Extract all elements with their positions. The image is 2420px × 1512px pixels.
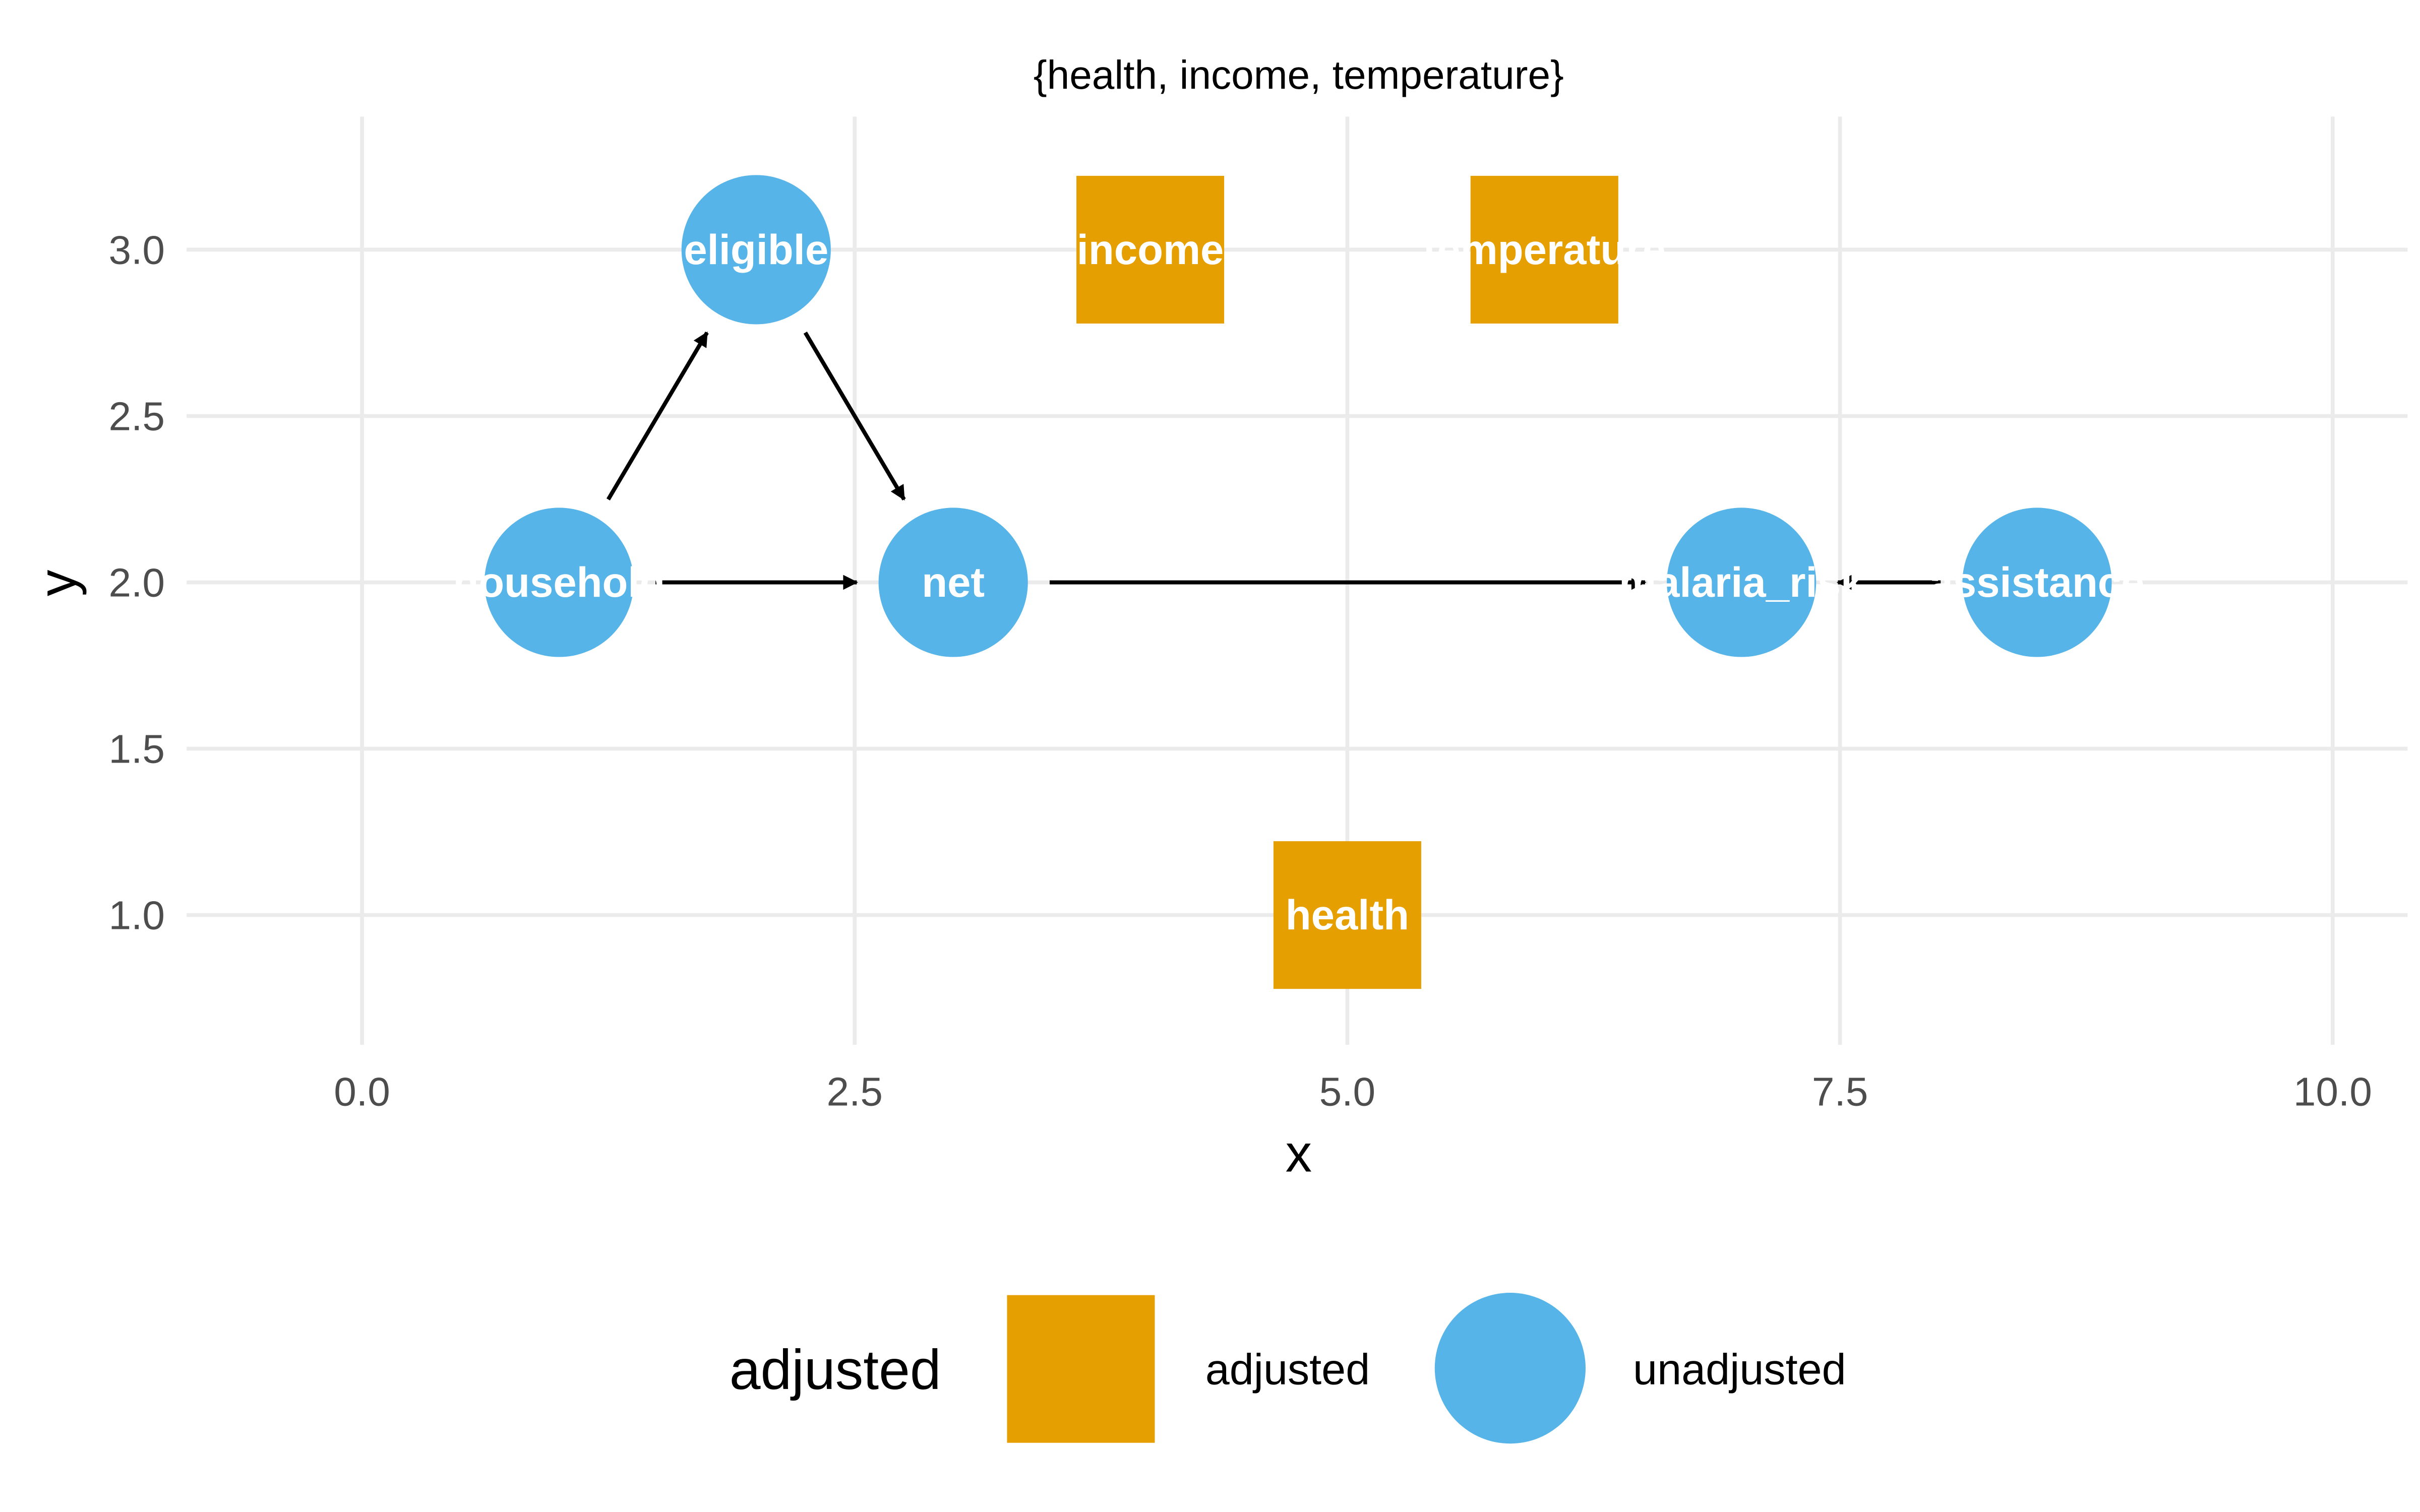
y-tick-label: 2.0 xyxy=(109,559,165,605)
legend-label: unadjusted xyxy=(1633,1346,1846,1394)
edges xyxy=(606,331,1941,590)
edge xyxy=(606,331,709,500)
x-tick-label: 7.5 xyxy=(1812,1069,1868,1114)
x-axis-title: x xyxy=(1286,1124,1312,1183)
legend: adjusted unadjusted xyxy=(1007,1293,1846,1444)
x-tick-label: 2.5 xyxy=(826,1069,882,1114)
node-label: malaria_risk xyxy=(1619,559,1864,606)
edge xyxy=(803,331,906,501)
x-tick-label: 0.0 xyxy=(334,1069,390,1114)
node-label: health xyxy=(1286,892,1409,938)
node-circle xyxy=(1962,508,2112,657)
x-tick-label: 10.0 xyxy=(2293,1069,2372,1114)
nodes xyxy=(484,175,2112,989)
y-tick-label: 1.0 xyxy=(109,893,165,938)
node-square xyxy=(1273,841,1421,989)
y-tick-label: 1.5 xyxy=(109,726,165,772)
x-tick-label: 5.0 xyxy=(1319,1069,1375,1114)
node-labels: household eligible net income temperature mal… xyxy=(453,226,2144,938)
legend-title: adjusted xyxy=(730,1338,941,1401)
y-tick-label: 3.0 xyxy=(109,227,165,272)
legend-swatch xyxy=(1434,1293,1586,1444)
legend-label: adjusted xyxy=(1205,1346,1370,1394)
node-square xyxy=(1076,175,1225,324)
y-tick-label: 2.5 xyxy=(109,393,165,438)
legend-swatch xyxy=(1007,1295,1155,1443)
chart-title: {health, income, temperature} xyxy=(1034,52,1564,97)
y-axis-title: y xyxy=(28,570,87,596)
node-label: net xyxy=(922,559,985,606)
node-circle xyxy=(681,175,831,325)
node-label: household xyxy=(453,559,665,606)
node-circle xyxy=(484,508,634,657)
node-label: income xyxy=(1077,226,1224,273)
node-label: assistance xyxy=(1929,559,2144,606)
node-circle xyxy=(878,508,1028,657)
node-label: eligible xyxy=(684,226,828,273)
node-square xyxy=(1470,175,1618,324)
node-label: temperature xyxy=(1423,226,1666,273)
node-circle xyxy=(1667,508,1817,657)
